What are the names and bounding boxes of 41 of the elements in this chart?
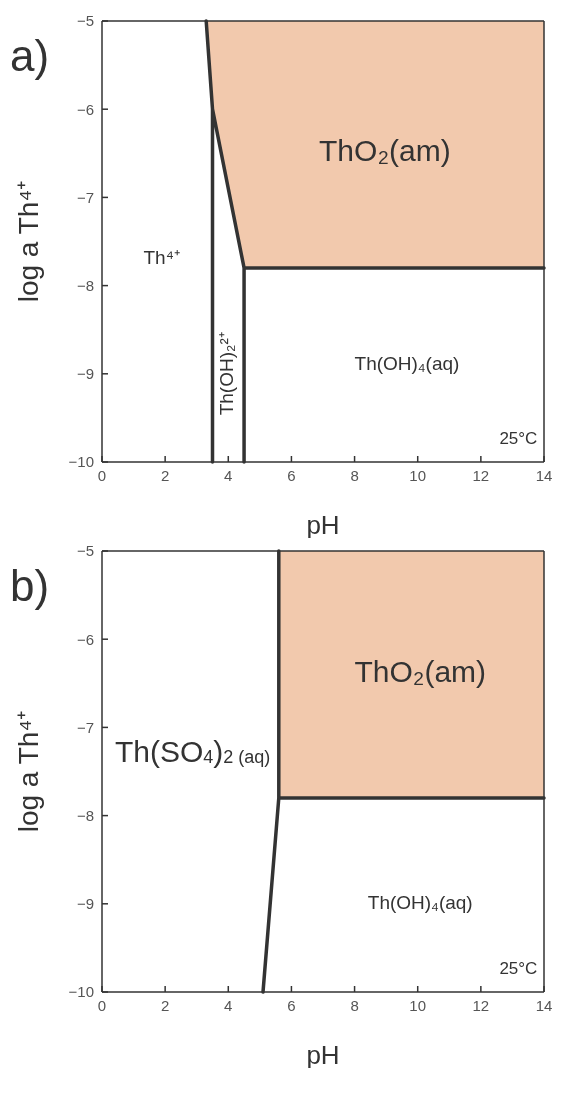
annotation: Th(OH)₂²⁺ xyxy=(215,332,237,416)
annotation: Th(OH)₄(aq) xyxy=(354,353,460,374)
x-tick-label: 14 xyxy=(535,996,553,1014)
annotation: Th(SO$_{4}$)$_{2 (aq)}$ xyxy=(114,734,271,768)
x-tick-label: 12 xyxy=(472,996,490,1014)
y-tick-label: −7 xyxy=(76,188,94,206)
chart-title: a) xyxy=(10,31,50,80)
annotation: 25°C xyxy=(499,429,538,449)
chart-title: b) xyxy=(10,561,50,610)
annotation: ThO₂(am) xyxy=(319,134,451,168)
x-tick-label: 0 xyxy=(97,466,107,484)
x-tick-label: 6 xyxy=(287,466,296,484)
x-tick-label: 8 xyxy=(350,996,359,1014)
y-tick-label: −10 xyxy=(68,453,94,471)
x-tick-label: 0 xyxy=(97,996,107,1014)
annotation: 25°C xyxy=(499,959,538,979)
x-tick-label: 6 xyxy=(287,996,296,1014)
y-tick-label: −9 xyxy=(76,365,94,383)
x-tick-label: 4 xyxy=(224,996,233,1014)
y-tick-label: −6 xyxy=(76,630,94,648)
x-tick-label: 4 xyxy=(224,466,233,484)
y-tick-label: −5 xyxy=(76,542,94,560)
x-tick-label: 8 xyxy=(350,466,359,484)
annotation: ThO₂(am) xyxy=(354,655,487,689)
y-tick-label: −6 xyxy=(76,100,94,118)
x-tick-label: 2 xyxy=(160,996,170,1014)
y-tick-label: −7 xyxy=(76,718,94,736)
y-tick-label: −8 xyxy=(76,276,94,294)
annotation: Th(OH)₄(aq) xyxy=(367,891,473,913)
x-tick-label: 12 xyxy=(472,466,490,484)
annotation: Th⁴⁺ xyxy=(143,247,180,269)
y-tick-label: −9 xyxy=(76,895,94,913)
x-tick-label: 10 xyxy=(409,466,427,484)
x-tick-label: 10 xyxy=(409,996,427,1014)
y-tick-label: −5 xyxy=(76,12,94,30)
y-tick-label: −10 xyxy=(68,983,94,1001)
y-axis-title: log a Th⁴⁺ xyxy=(13,180,44,303)
x-tick-label: 2 xyxy=(160,466,170,484)
y-axis-title: log a Th⁴⁺ xyxy=(13,710,44,833)
x-tick-label: 14 xyxy=(535,466,553,484)
y-tick-label: −8 xyxy=(76,806,94,824)
